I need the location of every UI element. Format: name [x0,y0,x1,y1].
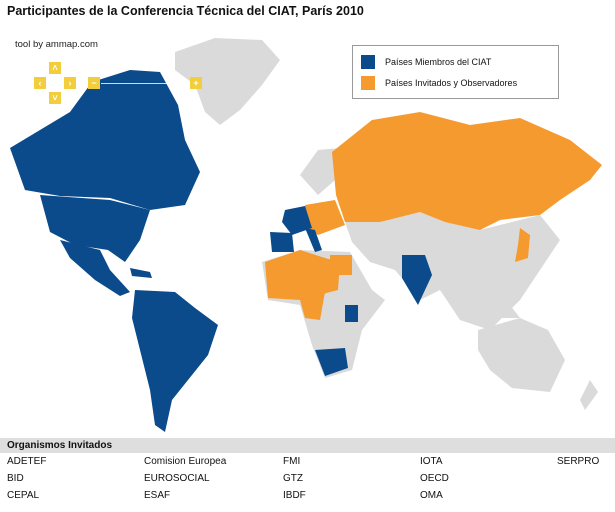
west-africa [300,292,325,320]
kenya [345,305,358,322]
organization-item: BID [7,473,24,484]
italy [305,228,322,252]
organization-item: Comision Europea [144,456,227,467]
organization-item: OECD [420,473,449,484]
central-europe [305,200,345,235]
legend-label: Países Miembros del CIAT [385,57,492,67]
legend-swatch-invited [361,76,375,90]
organization-item: IBDF [283,490,306,501]
new-zealand [580,380,598,410]
map-legend: Países Miembros del CIAT Países Invitado… [352,45,559,99]
organization-item: GTZ [283,473,303,484]
organization-item: ADETEF [7,456,47,467]
member-countries [10,70,432,432]
australia [478,318,565,392]
organizations-heading: Organismos Invitados [0,438,615,453]
indonesia [455,300,520,318]
scandinavia [300,148,340,195]
legend-swatch-members [361,55,375,69]
russia [332,112,602,230]
usa [40,195,150,262]
legend-item-invited: Países Invitados y Observadores [361,76,517,90]
south-america [132,290,218,432]
world-map[interactable] [0,20,615,435]
legend-item-members: Países Miembros del CIAT [361,55,491,69]
pan-down-button[interactable]: ˅ [49,92,61,104]
caribbean [130,268,152,278]
organization-item: CEPAL [7,490,40,501]
greenland [175,38,280,125]
south-africa [315,348,348,376]
zoom-slider[interactable] [101,83,191,84]
organization-item: SERPRO [557,456,600,467]
iberia [270,232,294,252]
japan [515,228,530,262]
france [282,206,312,235]
mexico-central-america [60,240,130,296]
ammap-credit-link[interactable]: tool by ammap.com [15,39,98,50]
pan-up-button[interactable]: ˄ [49,62,61,74]
organization-item: OMA [420,490,443,501]
other-countries [175,38,598,410]
india [402,255,432,305]
organization-item: EUROSOCIAL [144,473,210,484]
canada [10,70,200,210]
pan-left-button[interactable]: ‹ [34,77,46,89]
organization-item: ESAF [144,490,171,501]
zoom-in-button[interactable]: + [190,77,202,89]
zoom-out-button[interactable]: − [88,77,100,89]
legend-label: Países Invitados y Observadores [385,78,518,88]
invited-countries [265,78,602,320]
north-africa [265,250,340,300]
organization-item: FMI [283,456,301,467]
egypt [330,255,352,275]
map-title: Participantes de la Conferencia Técnica … [7,4,364,18]
asia [345,212,560,330]
organization-item: IOTA [420,456,443,467]
pan-right-button[interactable]: › [64,77,76,89]
